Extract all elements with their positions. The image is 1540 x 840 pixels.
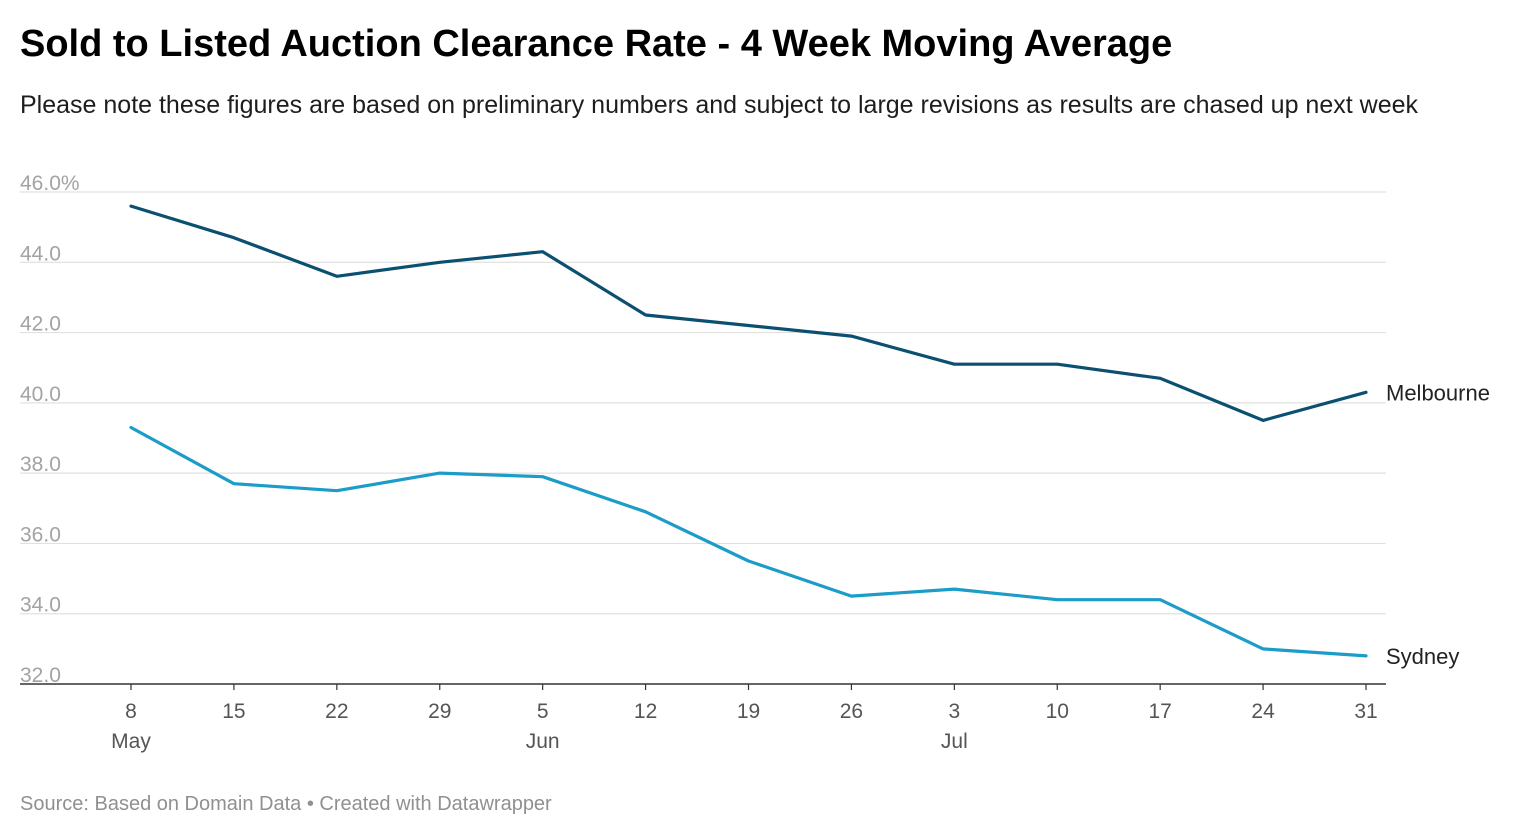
x-axis: 8 15 22 29 5 12 19 26 3 10 17 24 31 May Jun Jul xyxy=(111,684,1378,753)
x-tick-label: 8 xyxy=(125,700,137,723)
x-month-label: Jun xyxy=(526,730,560,753)
chart-subtitle: Please note these figures are based on p… xyxy=(20,91,1418,119)
chart-title: Sold to Listed Auction Clearance Rate - … xyxy=(20,23,1173,65)
y-tick-label: 46.0% xyxy=(20,172,80,195)
x-tick-label: 10 xyxy=(1046,700,1069,723)
x-tick-label: 22 xyxy=(325,700,348,723)
grid-lines xyxy=(20,191,1386,685)
x-tick-label: 15 xyxy=(222,700,245,723)
x-month-label: May xyxy=(111,730,151,753)
series-label-melbourne: Melbourne xyxy=(1386,380,1490,405)
x-tick-label: 3 xyxy=(948,700,960,723)
series-line-melbourne xyxy=(129,204,1368,422)
y-axis: 46.0% 44.0 42.0 40.0 38.0 36.0 34.0 32.0 xyxy=(20,172,80,687)
series-lines xyxy=(129,204,1368,658)
x-tick-label: 5 xyxy=(537,700,549,723)
y-tick-label: 36.0 xyxy=(20,523,61,546)
x-tick-label: 19 xyxy=(737,700,760,723)
series-line-sydney xyxy=(129,425,1368,658)
x-month-label: Jul xyxy=(941,730,968,753)
y-tick-label: 32.0 xyxy=(20,664,61,687)
source-footer: Source: Based on Domain Data • Created w… xyxy=(20,793,552,815)
y-tick-label: 34.0 xyxy=(20,594,61,617)
series-label-sydney: Sydney xyxy=(1386,644,1459,669)
x-tick-label: 24 xyxy=(1251,700,1275,723)
x-tick-label: 29 xyxy=(428,700,451,723)
x-tick-label: 26 xyxy=(840,700,863,723)
series-labels: Melbourne Sydney xyxy=(1386,380,1490,669)
y-tick-label: 40.0 xyxy=(20,383,61,406)
x-tick-label: 17 xyxy=(1148,700,1171,723)
x-tick-label: 31 xyxy=(1354,700,1377,723)
y-tick-label: 38.0 xyxy=(20,453,61,476)
y-tick-label: 44.0 xyxy=(20,242,61,265)
y-tick-label: 42.0 xyxy=(20,313,61,336)
x-tick-label: 12 xyxy=(634,700,657,723)
